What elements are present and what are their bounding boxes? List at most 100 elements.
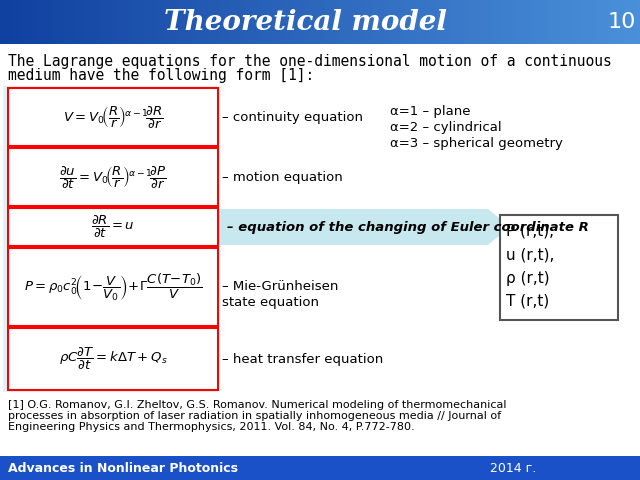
Bar	[155, 0, 161, 44]
Bar	[379, 0, 385, 44]
Bar	[235, 0, 241, 44]
Text: u (r,t),: u (r,t),	[506, 247, 554, 262]
Bar	[453, 0, 460, 44]
Bar	[587, 0, 593, 44]
Text: – continuity equation: – continuity equation	[222, 110, 363, 123]
Polygon shape	[8, 209, 510, 245]
Bar	[480, 0, 486, 44]
Text: state equation: state equation	[222, 296, 319, 309]
Bar	[192, 0, 198, 44]
Bar	[261, 0, 268, 44]
Bar	[448, 0, 454, 44]
Bar	[437, 0, 444, 44]
Text: processes in absorption of laser radiation in spatially inhomogeneous media // J: processes in absorption of laser radiati…	[8, 411, 501, 421]
Bar	[432, 0, 438, 44]
Bar	[512, 0, 518, 44]
Bar	[624, 0, 630, 44]
Bar	[0, 0, 6, 44]
Bar	[496, 0, 502, 44]
Bar	[576, 0, 582, 44]
Bar	[443, 0, 449, 44]
Bar	[331, 0, 337, 44]
Bar	[411, 0, 417, 44]
Bar	[549, 0, 556, 44]
Bar	[491, 0, 497, 44]
Bar	[85, 0, 92, 44]
Bar	[603, 0, 609, 44]
Bar	[293, 0, 300, 44]
Bar	[149, 0, 156, 44]
Bar	[341, 0, 348, 44]
Bar	[320, 0, 326, 44]
Bar	[555, 0, 561, 44]
Bar	[416, 0, 422, 44]
Bar	[581, 0, 588, 44]
Bar	[325, 0, 332, 44]
Bar	[229, 0, 236, 44]
Bar	[80, 0, 86, 44]
Text: Advances in Nonlinear Photonics: Advances in Nonlinear Photonics	[8, 461, 238, 475]
Bar	[267, 0, 273, 44]
Bar	[8, 328, 218, 390]
Bar	[251, 0, 257, 44]
Bar	[59, 0, 65, 44]
Bar	[357, 0, 364, 44]
Bar	[8, 208, 218, 246]
Bar	[128, 0, 134, 44]
Bar	[315, 0, 321, 44]
Bar	[27, 0, 33, 44]
Bar	[288, 0, 294, 44]
Bar	[421, 0, 428, 44]
Bar	[507, 0, 513, 44]
Bar	[485, 0, 492, 44]
Bar	[565, 0, 572, 44]
Bar	[352, 0, 358, 44]
Bar	[629, 0, 636, 44]
Text: medium have the following form [1]:: medium have the following form [1]:	[8, 68, 314, 83]
Bar	[368, 0, 374, 44]
Bar	[123, 0, 129, 44]
Bar	[597, 0, 604, 44]
Bar	[347, 0, 353, 44]
Text: [1] O.G. Romanov, G.I. Zheltov, G.S. Romanov. Numerical modeling of thermomechan: [1] O.G. Romanov, G.I. Zheltov, G.S. Rom…	[8, 400, 506, 410]
Bar	[400, 0, 406, 44]
Bar	[517, 0, 524, 44]
Bar	[53, 0, 60, 44]
Bar	[75, 0, 81, 44]
Bar	[523, 0, 529, 44]
Text: – Mie-Grünheisen: – Mie-Grünheisen	[222, 280, 339, 293]
Bar	[3, 86, 218, 392]
Bar	[107, 0, 113, 44]
Text: α=1 – plane: α=1 – plane	[390, 105, 470, 118]
Bar	[256, 0, 262, 44]
Bar	[208, 0, 214, 44]
Text: $\rho C\dfrac{\partial T}{\partial t} = k\Delta T + Q_s$: $\rho C\dfrac{\partial T}{\partial t} = …	[59, 346, 167, 372]
Bar	[501, 0, 508, 44]
Bar	[336, 0, 342, 44]
Text: P (r,t),: P (r,t),	[506, 224, 554, 239]
Text: Theoretical model: Theoretical model	[164, 9, 447, 36]
Text: $P = \rho_0 c_0^2\!\left(1\!-\!\dfrac{V}{V_0}\right)\!+\!\Gamma\dfrac{C(T\!-\!T_: $P = \rho_0 c_0^2\!\left(1\!-\!\dfrac{V}…	[24, 271, 202, 303]
Bar	[5, 0, 12, 44]
Text: $V = V_0\!\left(\dfrac{R}{r}\right)^{\!\alpha-1}\!\dfrac{\partial R}{\partial r}: $V = V_0\!\left(\dfrac{R}{r}\right)^{\!\…	[63, 104, 163, 131]
Bar	[117, 0, 124, 44]
Bar	[48, 0, 54, 44]
Bar	[181, 0, 188, 44]
Bar	[571, 0, 577, 44]
Bar	[139, 0, 145, 44]
Bar	[21, 0, 28, 44]
Bar	[384, 0, 390, 44]
Text: Engineering Physics and Thermophysics, 2011. Vol. 84, No. 4, P.772-780.: Engineering Physics and Thermophysics, 2…	[8, 422, 415, 432]
Bar	[528, 0, 534, 44]
Bar	[219, 0, 225, 44]
Bar	[299, 0, 305, 44]
Bar	[608, 0, 614, 44]
Bar	[171, 0, 177, 44]
Text: $\dfrac{\partial R}{\partial t} = u$: $\dfrac{\partial R}{\partial t} = u$	[91, 214, 135, 240]
Text: α=2 – cylindrical: α=2 – cylindrical	[390, 121, 502, 134]
Bar	[112, 0, 118, 44]
Bar	[283, 0, 289, 44]
Bar	[560, 0, 566, 44]
Bar	[405, 0, 412, 44]
Bar	[363, 0, 369, 44]
